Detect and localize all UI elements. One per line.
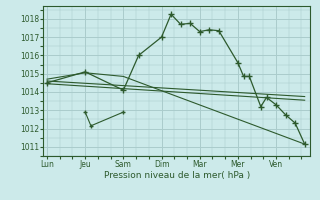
X-axis label: Pression niveau de la mer( hPa ): Pression niveau de la mer( hPa ) bbox=[104, 171, 250, 180]
